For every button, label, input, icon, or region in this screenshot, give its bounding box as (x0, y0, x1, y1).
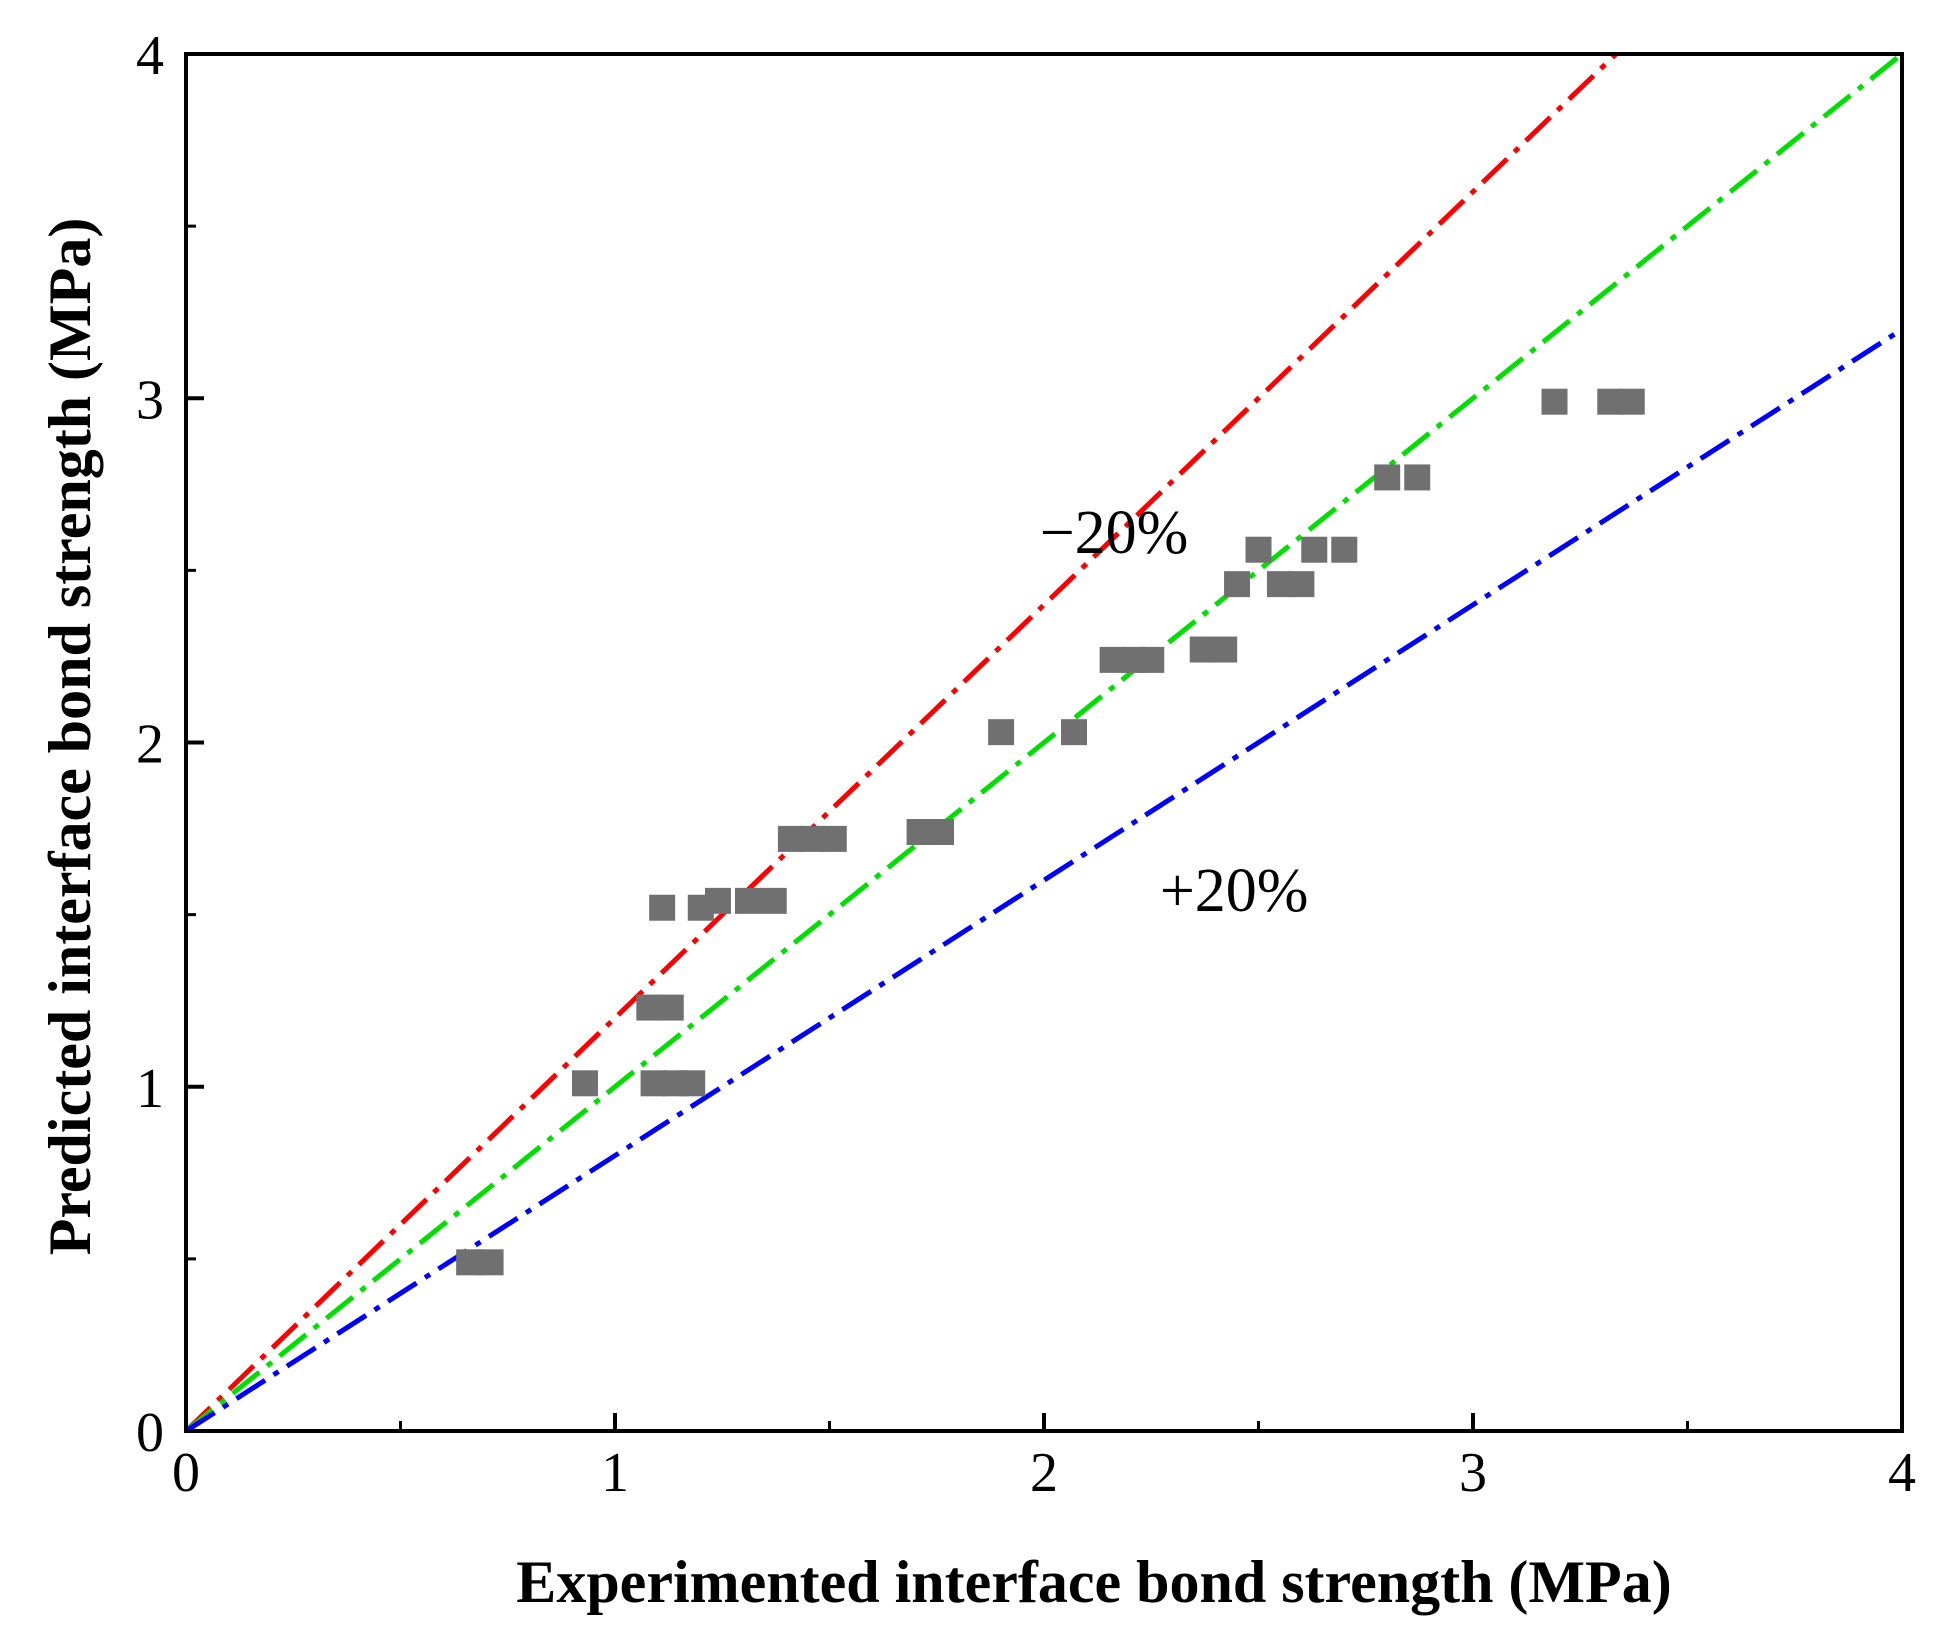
data-point-7 (657, 994, 684, 1021)
data-point-11 (734, 887, 761, 914)
data-point-29 (1301, 536, 1328, 563)
data-point-32 (1404, 464, 1431, 491)
data-point-28 (1288, 571, 1315, 598)
y-axis-title: Predicted interface bond strength (MPa) (37, 218, 103, 1256)
y-tick-label: 0 (136, 1402, 164, 1464)
reference-lines (184, 52, 1904, 1434)
reference-line-0 (184, 52, 1618, 1433)
y-tick-label: 2 (136, 714, 164, 776)
data-point-22 (1138, 646, 1165, 673)
x-axis-title: Experimented interface bond strength (MP… (516, 1549, 1671, 1615)
data-point-15 (820, 825, 847, 852)
data-point-18 (988, 719, 1015, 746)
y-tick-label: 1 (136, 1058, 164, 1120)
x-tick-label: 2 (1030, 1442, 1058, 1504)
data-point-12 (760, 887, 787, 914)
data-point-2 (571, 1070, 598, 1097)
data-point-35 (1618, 388, 1645, 415)
data-point-8 (649, 894, 676, 921)
data-point-33 (1541, 388, 1568, 415)
data-point-10 (704, 887, 731, 914)
annotation-label-0: −20% (1040, 499, 1189, 567)
data-point-26 (1245, 536, 1272, 563)
y-tick-label: 4 (136, 25, 164, 87)
data-point-1 (477, 1249, 504, 1276)
x-tick-label: 4 (1888, 1442, 1916, 1504)
data-point-25 (1224, 571, 1251, 598)
reference-line-2 (184, 327, 1904, 1434)
data-point-5 (679, 1070, 706, 1097)
reference-line-1 (184, 52, 1904, 1433)
x-tick-label: 0 (172, 1442, 200, 1504)
y-tick-label: 3 (136, 369, 164, 431)
x-tick-label: 1 (601, 1442, 629, 1504)
axis-ticks: 00 1 1 2 2 3 3 4 4 (136, 25, 1916, 1504)
annotation-label-1: +20% (1160, 857, 1309, 925)
data-point-19 (1061, 719, 1088, 746)
data-point-30 (1331, 536, 1358, 563)
x-tick-label: 3 (1459, 1442, 1487, 1504)
annotations: −20% +20% (1040, 499, 1309, 925)
data-point-31 (1374, 464, 1401, 491)
data-point-17 (928, 819, 955, 846)
data-points (456, 388, 1645, 1276)
data-point-24 (1211, 636, 1238, 663)
